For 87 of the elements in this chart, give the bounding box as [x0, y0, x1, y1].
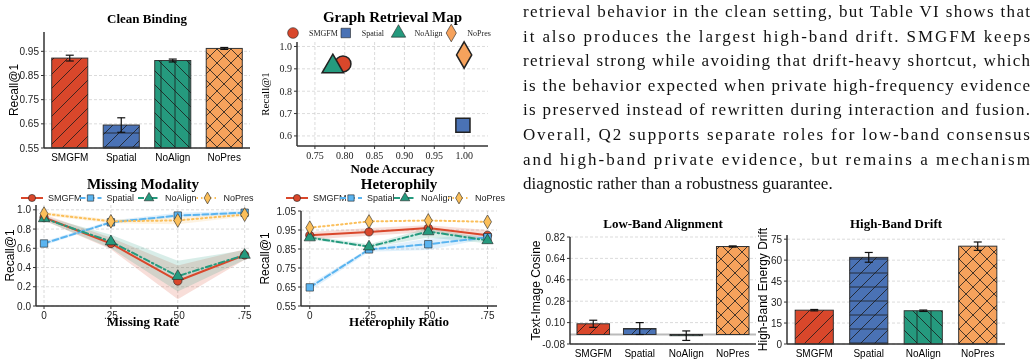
- text: it also produces the largest high-band drift. SMGFM keeps: [523, 26, 1030, 46]
- x-tick-label: Spatial: [624, 348, 656, 359]
- y-tick-label: 0.8: [17, 223, 32, 235]
- legend-label: NoPres: [223, 193, 255, 204]
- x-tick-label: .75: [480, 310, 495, 321]
- x-tick-label: 0.90: [395, 150, 414, 161]
- x-tick-label: SMGFM: [51, 152, 89, 163]
- y-tick-label: 0.8: [279, 85, 292, 97]
- y-tick-label: 0.75: [276, 262, 297, 274]
- y-tick-label: -0.08: [542, 338, 566, 350]
- legend-label: Spatial: [367, 193, 395, 204]
- y-tick-label: 0.7: [279, 108, 292, 120]
- y-tick-label: 0.46: [545, 274, 566, 286]
- x-tick-label: 0.75: [306, 150, 324, 161]
- x-tick-label: Spatial: [853, 348, 885, 359]
- x-tick-label: SMGFM: [574, 348, 612, 359]
- y-axis-title: Text-Image Cosine: [529, 240, 544, 341]
- text: retrieval behavior in the clean setting, but Table VI shows that: [523, 2, 1031, 21]
- chart-title: Low-Band Alignment: [603, 215, 724, 231]
- text: and high-band private evidence, but remains a mechanism: [523, 149, 1030, 169]
- x-tick-label: NoPres: [207, 152, 241, 163]
- text: retrieval strong while avoiding that drift-heavy shortcut, which: [523, 51, 1031, 71]
- text: is preserved instead of rewritten during interaction and fusion.: [523, 100, 1030, 120]
- y-tick-label: 0.10: [545, 317, 566, 329]
- y-tick-label: 0.95: [19, 45, 40, 57]
- x-axis-title: Node Accuracy: [350, 161, 436, 176]
- y-tick-label: 1.0: [17, 204, 32, 216]
- x-tick-label: NoAlign: [905, 348, 941, 359]
- y-tick-label: 0.82: [545, 231, 566, 243]
- legend-label: Spatial: [361, 28, 385, 38]
- chart-title: Graph Retrieval Map: [322, 9, 463, 26]
- y-tick-label: 0.85: [276, 243, 297, 255]
- y-tick-label: 0.9: [279, 63, 292, 75]
- x-tick-label: 0.95: [425, 150, 444, 161]
- y-tick-label: 15: [770, 317, 783, 329]
- chart-title: Clean Binding: [107, 10, 188, 26]
- y-axis-title: Recall@1: [3, 229, 18, 282]
- chart-title: High-Band Drift: [849, 215, 943, 231]
- x-tick-label: 1.00: [455, 150, 473, 161]
- legend-label: NoAlign: [421, 193, 453, 204]
- y-tick-label: 0.75: [19, 94, 40, 106]
- chart-title: Missing Modality: [86, 176, 200, 193]
- y-tick-label: 0.6: [17, 242, 32, 254]
- y-tick-label: 75: [770, 233, 783, 245]
- x-tick-label: 0: [41, 310, 48, 321]
- y-tick-label: 0: [776, 338, 783, 350]
- legend-label: NoPres: [467, 28, 491, 38]
- y-tick-label: 0.95: [276, 224, 297, 236]
- legend-label: SMGFM: [48, 193, 82, 204]
- y-axis-title: Recall@1: [258, 72, 271, 116]
- y-tick-label: 0.4: [17, 262, 32, 274]
- y-tick-label: 0.55: [276, 300, 297, 312]
- y-tick-label: 0.65: [276, 281, 297, 293]
- y-tick-label: 0.28: [545, 295, 566, 307]
- x-tick-label: Spatial: [105, 152, 137, 163]
- y-axis-title: Recall@1: [258, 232, 273, 285]
- legend-label: SMGFM: [309, 28, 338, 38]
- x-tick-label: NoAlign: [668, 348, 704, 359]
- legend-label: Spatial: [106, 193, 135, 204]
- legend-label: NoAlign: [414, 28, 443, 38]
- x-tick-label: NoPres: [961, 348, 995, 359]
- y-tick-label: 0.2: [17, 281, 32, 293]
- y-axis-title: High-Band Energy Drift: [756, 227, 771, 352]
- text: diagnostic rather than a robustness guarantee.: [523, 174, 833, 194]
- x-tick-label: SMGFM: [795, 348, 833, 359]
- y-tick-label: 0.64: [545, 252, 566, 264]
- y-tick-label: 0.55: [19, 142, 40, 154]
- y-tick-label: 1.0: [279, 40, 292, 52]
- legend-label: NoPres: [475, 193, 506, 204]
- chart-title: Heterophily: [360, 176, 438, 193]
- x-tick-label: 0.85: [365, 150, 384, 161]
- y-tick-label: 45: [770, 275, 783, 287]
- x-tick-label: 0.80: [336, 150, 354, 161]
- y-tick-label: 0.0: [17, 300, 32, 312]
- y-tick-label: 1.05: [276, 205, 297, 217]
- text: is the behavior expected when private high-frequency evidence: [523, 75, 1030, 95]
- x-tick-label: .75: [237, 310, 253, 321]
- y-tick-label: 0.65: [19, 118, 40, 130]
- x-tick-label: NoAlign: [155, 152, 191, 163]
- y-tick-label: 0.6: [279, 130, 292, 142]
- text: Overall, Q2 supports separate roles for low-band consensus: [523, 125, 1030, 144]
- x-tick-label: 0: [306, 310, 313, 321]
- y-tick-label: 30: [770, 296, 783, 308]
- x-tick-label: NoPres: [716, 348, 750, 359]
- y-tick-label: 0.85: [19, 70, 40, 81]
- legend-label: NoAlign: [165, 193, 197, 204]
- y-tick-label: 60: [770, 254, 783, 266]
